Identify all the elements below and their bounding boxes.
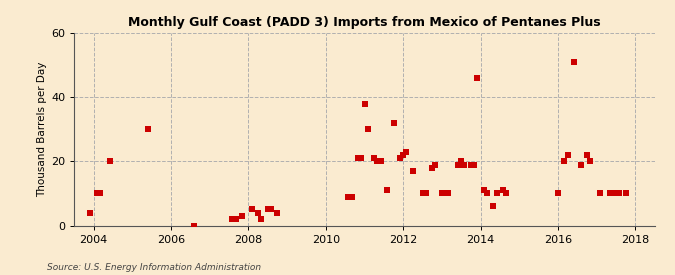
Point	[246, 207, 257, 212]
Point	[263, 207, 273, 212]
Point	[375, 159, 386, 164]
Point	[437, 191, 448, 196]
Point	[488, 204, 499, 208]
Point	[479, 188, 489, 192]
Point	[346, 194, 357, 199]
Point	[430, 162, 441, 167]
Point	[369, 156, 379, 160]
Point	[356, 156, 367, 160]
Point	[491, 191, 502, 196]
Point	[595, 191, 605, 196]
Point	[381, 188, 392, 192]
Point	[256, 217, 267, 221]
Point	[427, 166, 437, 170]
Point	[468, 162, 479, 167]
Point	[472, 76, 483, 80]
Point	[439, 191, 450, 196]
Point	[227, 217, 238, 221]
Point	[585, 159, 595, 164]
Point	[582, 153, 593, 157]
Point	[553, 191, 564, 196]
Point	[272, 210, 283, 215]
Point	[620, 191, 631, 196]
Point	[569, 60, 580, 64]
Point	[362, 127, 373, 131]
Point	[395, 156, 406, 160]
Point	[466, 162, 477, 167]
Point	[388, 121, 399, 125]
Point	[188, 223, 199, 228]
Point	[497, 188, 508, 192]
Point	[575, 162, 586, 167]
Point	[456, 159, 466, 164]
Point	[408, 169, 418, 173]
Point	[265, 207, 276, 212]
Point	[401, 150, 412, 154]
Point	[421, 191, 431, 196]
Y-axis label: Thousand Barrels per Day: Thousand Barrels per Day	[37, 62, 47, 197]
Point	[398, 153, 408, 157]
Point	[417, 191, 428, 196]
Point	[143, 127, 154, 131]
Point	[359, 101, 370, 106]
Point	[230, 217, 241, 221]
Point	[459, 162, 470, 167]
Point	[614, 191, 624, 196]
Point	[611, 191, 622, 196]
Point	[372, 159, 383, 164]
Point	[105, 159, 115, 164]
Point	[443, 191, 454, 196]
Point	[482, 191, 493, 196]
Title: Monthly Gulf Coast (PADD 3) Imports from Mexico of Pentanes Plus: Monthly Gulf Coast (PADD 3) Imports from…	[128, 16, 601, 29]
Point	[453, 162, 464, 167]
Text: Source: U.S. Energy Information Administration: Source: U.S. Energy Information Administ…	[47, 263, 261, 272]
Point	[604, 191, 615, 196]
Point	[95, 191, 105, 196]
Point	[501, 191, 512, 196]
Point	[91, 191, 102, 196]
Point	[352, 156, 363, 160]
Point	[343, 194, 354, 199]
Point	[252, 210, 263, 215]
Point	[559, 159, 570, 164]
Point	[562, 153, 573, 157]
Point	[236, 214, 247, 218]
Point	[85, 210, 96, 215]
